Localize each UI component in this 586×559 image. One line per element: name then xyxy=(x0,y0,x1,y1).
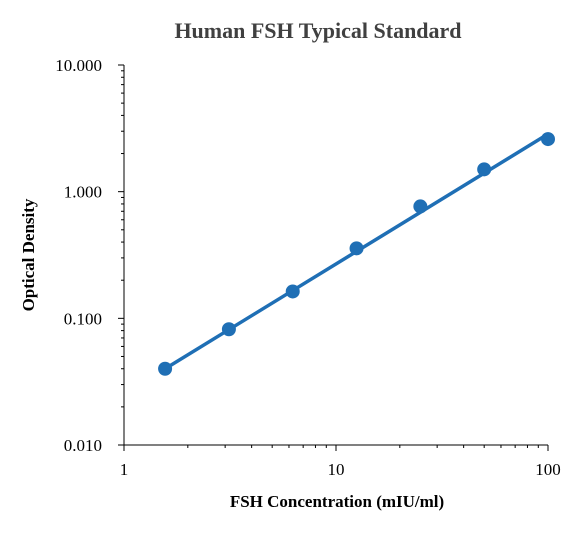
data-point xyxy=(413,199,428,214)
y-axis-title: Optical Density xyxy=(19,198,38,311)
data-point xyxy=(541,132,555,147)
y-tick-label: 0.010 xyxy=(64,436,102,455)
ticks-group: 10.000 1.000 0.100 0.010 1 10 100 xyxy=(55,56,561,479)
y-tick-label: 10.000 xyxy=(55,56,102,75)
data-point xyxy=(349,241,364,256)
chart-title: Human FSH Typical Standard xyxy=(174,18,461,43)
data-point xyxy=(477,162,492,177)
y-tick-label: 1.000 xyxy=(64,183,102,202)
data-point xyxy=(158,361,173,376)
data-point xyxy=(285,284,300,299)
x-tick-label: 100 xyxy=(535,460,561,479)
data-point xyxy=(221,322,236,337)
x-tick-label: 1 xyxy=(120,460,129,479)
y-tick-label: 0.100 xyxy=(64,309,102,328)
x-axis-title: FSH Concentration (mIU/ml) xyxy=(230,492,444,511)
x-tick-label: 10 xyxy=(328,460,345,479)
data-points-group xyxy=(158,132,555,376)
